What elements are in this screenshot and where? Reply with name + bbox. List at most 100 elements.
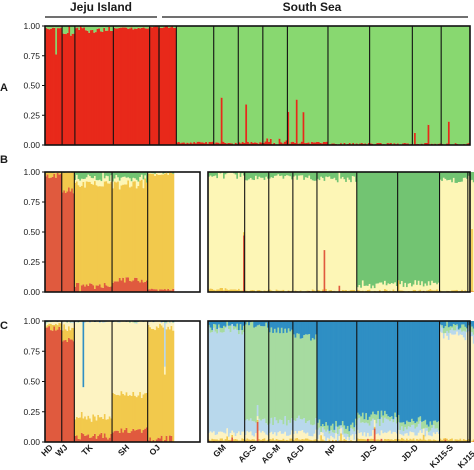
bar-segment bbox=[71, 327, 74, 340]
bar-segment bbox=[358, 433, 361, 439]
bar-segment bbox=[129, 322, 132, 396]
bar-segment bbox=[154, 289, 157, 292]
bar-segment bbox=[125, 27, 128, 145]
bar-segment bbox=[218, 321, 221, 325]
bar-segment bbox=[248, 325, 251, 421]
bar-segment bbox=[385, 172, 388, 286]
bar-segment bbox=[102, 172, 105, 187]
bar-segment bbox=[253, 321, 256, 328]
bar-segment bbox=[214, 172, 217, 176]
bar-segment bbox=[316, 178, 320, 290]
bar-segment bbox=[156, 26, 159, 146]
bar-segment bbox=[77, 282, 80, 292]
bar-segment bbox=[287, 440, 290, 442]
bar-segment bbox=[115, 182, 118, 282]
bar-segment bbox=[360, 143, 364, 145]
bar-segment bbox=[216, 289, 219, 292]
bar-segment bbox=[265, 172, 268, 177]
bar-segment bbox=[61, 172, 64, 193]
bar-segment bbox=[272, 332, 275, 425]
bar-segment bbox=[160, 322, 163, 326]
bar-segment bbox=[113, 281, 116, 292]
bar-segment bbox=[45, 27, 48, 146]
bar-segment bbox=[291, 172, 294, 180]
bar-segment bbox=[392, 422, 395, 432]
bar-segment bbox=[193, 26, 196, 143]
bar-segment bbox=[352, 143, 355, 145]
bar-segment bbox=[341, 289, 344, 292]
bar-segment bbox=[125, 321, 128, 393]
bar-segment bbox=[63, 33, 66, 145]
bar-segment bbox=[314, 26, 317, 143]
bar-segment bbox=[437, 26, 440, 144]
bar-segment bbox=[336, 321, 339, 427]
bar-segment bbox=[299, 418, 302, 431]
bar-segment bbox=[164, 366, 167, 375]
bar-segment bbox=[363, 439, 366, 442]
bar-segment bbox=[304, 334, 308, 424]
bar-segment bbox=[436, 432, 439, 441]
bar-segment bbox=[299, 290, 302, 292]
bar-segment bbox=[292, 141, 295, 145]
bar-segment bbox=[262, 142, 265, 145]
bar-segment bbox=[132, 321, 135, 323]
bar-segment bbox=[154, 26, 157, 145]
bar-segment bbox=[294, 430, 297, 439]
bar-segment bbox=[132, 181, 135, 281]
bar-segment bbox=[162, 327, 165, 442]
bar-segment bbox=[292, 321, 295, 335]
bar-segment bbox=[171, 26, 174, 145]
bar-segment bbox=[66, 172, 69, 192]
bar-segment bbox=[220, 26, 223, 98]
bar-segment bbox=[434, 26, 437, 144]
bar-segment bbox=[330, 435, 333, 442]
bar-segment bbox=[85, 177, 88, 182]
bar-segment bbox=[106, 26, 109, 31]
bar-segment bbox=[365, 321, 368, 414]
bar-segment bbox=[260, 290, 263, 292]
panel-label-b: B bbox=[0, 154, 8, 166]
bar-segment bbox=[392, 439, 395, 442]
bar-segment bbox=[219, 173, 222, 288]
bar-segment bbox=[316, 429, 320, 439]
bar-segment bbox=[313, 439, 316, 442]
bar-segment bbox=[395, 172, 399, 287]
bar-segment bbox=[258, 321, 261, 325]
bar-segment bbox=[89, 418, 92, 438]
bar-segment bbox=[291, 290, 294, 292]
bar-segment bbox=[88, 26, 91, 33]
bar-segment bbox=[111, 26, 114, 31]
bar-segment bbox=[155, 321, 158, 327]
bar-segment bbox=[80, 178, 83, 186]
bar-segment bbox=[91, 26, 94, 30]
bar-segment bbox=[231, 289, 234, 292]
bar-segment bbox=[270, 431, 273, 440]
bar-segment bbox=[50, 322, 53, 324]
bar-segment bbox=[127, 432, 130, 442]
bar-segment bbox=[315, 439, 318, 442]
bar-segment bbox=[243, 321, 246, 326]
bar-segment bbox=[285, 321, 289, 333]
bar-segment bbox=[441, 332, 444, 440]
bar-segment bbox=[402, 438, 405, 442]
bar-segment bbox=[452, 334, 455, 441]
bar-segment bbox=[311, 337, 314, 426]
bar-segment bbox=[152, 26, 156, 145]
bar-segment bbox=[84, 178, 87, 188]
bar-segment bbox=[139, 282, 142, 292]
bar-segment bbox=[238, 330, 241, 335]
bar-segment bbox=[454, 439, 457, 442]
bar-segment bbox=[466, 440, 469, 442]
jeju-island-header: Jeju Island bbox=[70, 0, 132, 14]
bar-segment bbox=[304, 438, 308, 442]
bar-segment bbox=[323, 429, 326, 437]
bar-segment bbox=[472, 290, 474, 292]
bar-segment bbox=[432, 282, 435, 291]
bar-segment bbox=[236, 321, 239, 324]
bar-segment bbox=[380, 282, 383, 292]
bar-segment bbox=[58, 28, 61, 145]
bar-segment bbox=[270, 172, 273, 178]
bar-segment bbox=[390, 283, 393, 292]
bar-segment bbox=[358, 414, 361, 418]
bar-segment bbox=[273, 175, 277, 292]
